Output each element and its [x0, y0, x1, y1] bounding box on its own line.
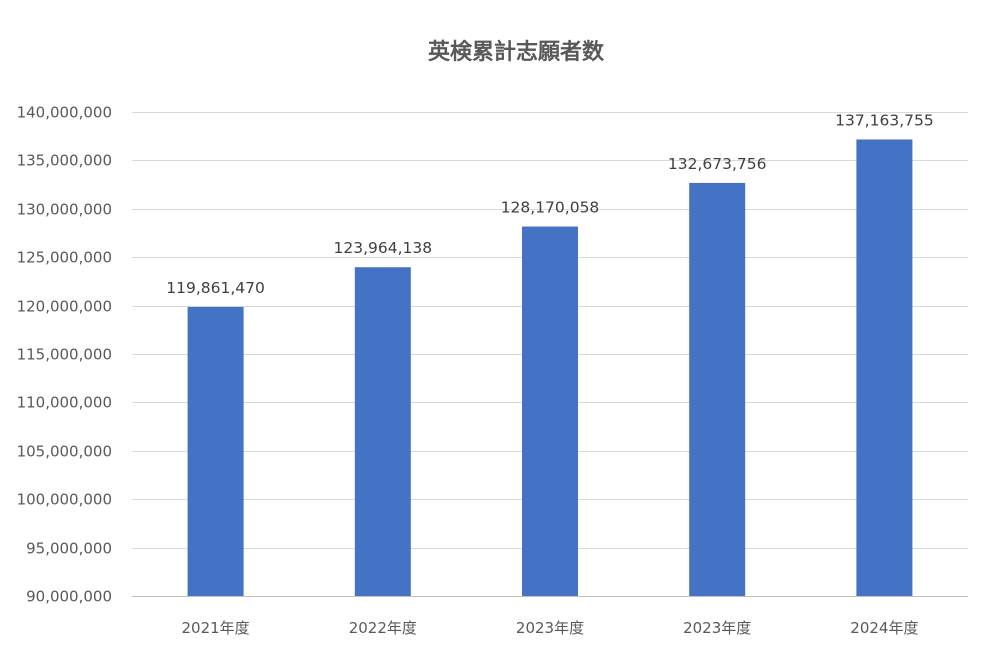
y-tick-label: 95,000,000: [26, 540, 112, 558]
data-labels: 119,861,470 123,964,138 128,170,058 132,673…: [166, 111, 933, 296]
bar-3: [522, 226, 578, 596]
data-label-1: 119,861,470: [166, 279, 265, 297]
y-axis-tick-labels: 90,000,000 95,000,000 100,000,000 105,000,0…: [17, 104, 112, 606]
x-category-label-3: 2023年度: [516, 619, 584, 637]
y-tick-label: 100,000,000: [17, 491, 112, 509]
data-label-4: 132,673,756: [668, 155, 767, 173]
y-tick-label: 125,000,000: [17, 249, 112, 267]
bar-1: [187, 306, 244, 596]
y-tick-label: 135,000,000: [17, 152, 112, 170]
data-label-3: 128,170,058: [501, 199, 600, 217]
y-tick-label: 120,000,000: [17, 298, 112, 316]
x-category-label-2: 2022年度: [349, 619, 417, 637]
x-axis-category-labels: 2021年度 2022年度 2023年度 2023年度 2024年度: [182, 619, 919, 637]
x-category-label-1: 2021年度: [182, 619, 250, 637]
y-tick-label: 105,000,000: [17, 443, 112, 461]
y-tick-label: 140,000,000: [17, 104, 112, 122]
bars: [187, 139, 913, 597]
x-category-label-5: 2024年度: [850, 619, 918, 637]
y-tick-label: 130,000,000: [17, 201, 112, 219]
bar-2: [354, 267, 411, 596]
data-label-2: 123,964,138: [333, 239, 432, 257]
data-label-5: 137,163,755: [835, 111, 934, 129]
x-category-label-4: 2023年度: [683, 619, 751, 637]
y-tick-label: 110,000,000: [17, 394, 112, 412]
bar-5: [856, 139, 913, 597]
y-tick-label: 90,000,000: [26, 588, 112, 606]
chart-title: 英検累計志願者数: [428, 39, 605, 65]
y-tick-label: 115,000,000: [17, 346, 112, 364]
bar-4: [689, 182, 746, 597]
